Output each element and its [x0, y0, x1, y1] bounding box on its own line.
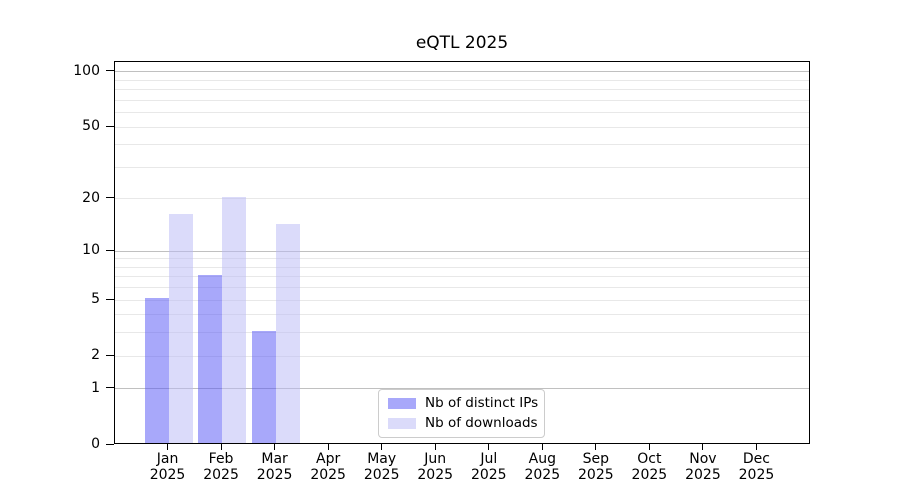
x-tick-label: May 2025 [363, 451, 400, 483]
gridline-minor [115, 112, 809, 114]
y-tick-label: 50 [82, 118, 100, 135]
x-tick-mark [274, 444, 276, 450]
x-tick-mark [541, 444, 543, 450]
y-tick-label: 100 [73, 62, 100, 79]
x-tick-label: Sep 2025 [578, 451, 614, 483]
gridline-minor [115, 198, 809, 200]
x-tick-label: Jul 2025 [470, 451, 507, 483]
legend-swatch-distinct-ips [388, 397, 416, 409]
legend-label-downloads: Nb of downloads [425, 415, 538, 431]
gridline-minor [115, 266, 809, 268]
y-tick-mark [106, 354, 114, 356]
gridline-minor [115, 287, 809, 289]
bar-downloads-jan [168, 213, 193, 443]
gridline-minor [115, 299, 809, 301]
gridline-minor [115, 276, 809, 278]
y-tick-mark [106, 125, 114, 127]
y-tick-mark [106, 249, 114, 251]
x-tick-label: Dec 2025 [738, 451, 775, 483]
gridline-minor [115, 314, 809, 316]
x-tick-label: Aug 2025 [524, 451, 561, 483]
legend-item-downloads: Nb of downloads [388, 415, 538, 431]
gridline-major [115, 71, 809, 73]
bar-downloads-mar [275, 224, 300, 443]
gridline-minor [115, 166, 809, 168]
x-tick-label: Oct 2025 [631, 451, 668, 483]
x-tick-label: Nov 2025 [685, 451, 721, 483]
x-tick-mark [327, 444, 329, 450]
y-tick-label: 5 [91, 291, 100, 308]
y-tick-mark [106, 70, 114, 72]
legend-swatch-downloads [388, 417, 416, 429]
x-tick-mark [648, 444, 650, 450]
x-tick-mark [595, 444, 597, 450]
x-tick-mark [381, 444, 383, 450]
gridline-minor [115, 89, 809, 91]
y-tick-label: 1 [91, 379, 100, 396]
gridline-major [115, 250, 809, 252]
gridline-minor [115, 126, 809, 128]
x-tick-mark [755, 444, 757, 450]
legend-label-distinct-ips: Nb of distinct IPs [425, 395, 539, 411]
x-tick-label: Jan 2025 [149, 451, 186, 483]
gridline-minor [115, 332, 809, 334]
plot-area [114, 61, 810, 444]
x-tick-mark [220, 444, 222, 450]
y-tick-mark [106, 387, 114, 389]
y-tick-label: 20 [82, 189, 100, 206]
y-tick-label: 10 [82, 242, 100, 259]
legend-item-distinct-ips: Nb of distinct IPs [388, 395, 539, 411]
x-tick-label: Feb 2025 [203, 451, 239, 483]
x-tick-label: Jun 2025 [417, 451, 454, 483]
bar-distinct-ips-feb [198, 274, 223, 443]
x-tick-mark [167, 444, 169, 450]
bar-distinct-ips-mar [251, 330, 276, 443]
bar-distinct-ips-jan [144, 298, 169, 443]
gridline-minor [115, 355, 809, 357]
legend: Nb of distinct IPs Nb of downloads [378, 389, 545, 438]
x-tick-mark [488, 444, 490, 450]
y-tick-label: 0 [91, 436, 100, 452]
y-tick-mark [106, 197, 114, 199]
chart-title: eQTL 2025 [415, 33, 509, 53]
x-tick-label: Apr 2025 [310, 451, 346, 483]
gridline-minor [115, 79, 809, 81]
gridline-major [115, 388, 809, 390]
x-tick-mark [434, 444, 436, 450]
gridline-minor [115, 99, 809, 101]
bar-downloads-feb [222, 196, 247, 443]
x-tick-mark [702, 444, 704, 450]
y-tick-mark [106, 443, 114, 445]
gridline-minor [115, 144, 809, 146]
x-tick-label: Mar 2025 [256, 451, 293, 483]
gridline-minor [115, 258, 809, 260]
y-tick-label: 2 [91, 347, 100, 364]
y-tick-mark [106, 298, 114, 300]
